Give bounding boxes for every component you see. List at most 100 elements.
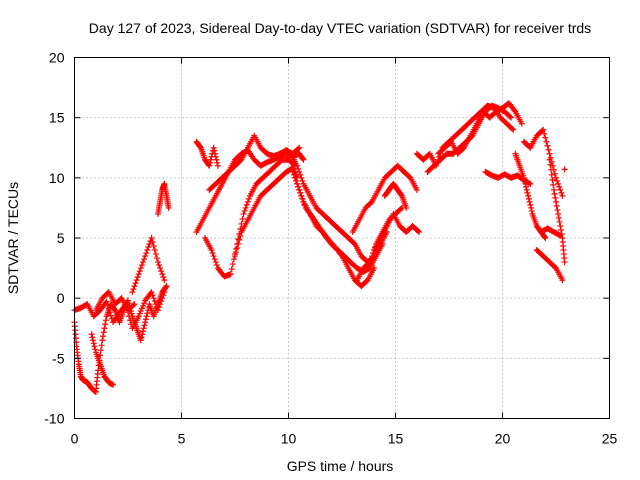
data-point	[548, 166, 555, 173]
data-point	[145, 244, 152, 251]
data-point	[141, 256, 148, 263]
data-point	[540, 126, 547, 133]
data-point	[416, 228, 423, 235]
data-point	[541, 233, 548, 240]
data-point	[235, 241, 242, 248]
data-point	[545, 146, 552, 153]
data-point	[368, 253, 375, 260]
data-point	[228, 266, 235, 273]
data-point	[153, 255, 160, 262]
y-tick-label: -5	[52, 350, 65, 366]
data-point	[296, 186, 303, 193]
series-track-26	[546, 156, 568, 266]
data-point	[210, 253, 217, 260]
data-point	[525, 192, 532, 199]
data-point	[210, 144, 217, 151]
data-point	[139, 328, 146, 335]
data-point	[141, 300, 148, 307]
series-track-14	[287, 150, 390, 266]
data-point	[521, 177, 528, 184]
data-point	[398, 204, 405, 211]
data-point	[102, 317, 109, 324]
data-point	[156, 262, 163, 269]
data-point	[102, 321, 109, 328]
data-point	[414, 227, 421, 234]
data-point	[365, 260, 372, 267]
data-point	[549, 176, 556, 183]
data-point	[236, 237, 243, 244]
series-track-25	[533, 247, 566, 284]
data-point	[140, 325, 147, 332]
data-point	[127, 317, 134, 324]
data-point	[554, 177, 561, 184]
data-point	[111, 306, 118, 313]
chart-title: Day 127 of 2023, Sidereal Day-to-day VTE…	[89, 20, 591, 36]
data-point	[297, 189, 304, 196]
data-point	[398, 191, 405, 198]
y-tick-label: 5	[57, 230, 65, 246]
data-point	[552, 194, 559, 201]
series-track-23	[512, 150, 549, 241]
data-point	[165, 204, 172, 211]
data-point	[100, 333, 107, 340]
data-point	[294, 162, 301, 169]
data-point	[299, 155, 306, 162]
data-point	[214, 159, 221, 166]
data-point	[149, 239, 156, 246]
data-point	[561, 166, 568, 173]
data-point	[135, 313, 142, 320]
data-point	[110, 381, 117, 388]
data-point	[295, 145, 302, 152]
data-point	[137, 265, 144, 272]
x-tick-label: 25	[602, 431, 618, 447]
data-point	[413, 186, 420, 193]
data-point	[525, 195, 532, 202]
data-point	[142, 319, 149, 326]
data-point	[106, 309, 113, 316]
data-point	[206, 162, 213, 169]
data-point	[156, 304, 163, 311]
data-point	[90, 337, 97, 344]
x-tick-label: 5	[178, 431, 186, 447]
data-point	[298, 192, 305, 199]
x-tick-label: 10	[281, 431, 297, 447]
data-point	[159, 295, 166, 302]
data-point	[98, 342, 105, 349]
data-point	[559, 192, 566, 199]
data-point	[556, 231, 563, 238]
data-point	[90, 340, 97, 347]
data-point	[233, 249, 240, 256]
data-point	[554, 206, 561, 213]
data-point	[104, 302, 111, 309]
data-point	[555, 210, 562, 217]
data-point	[139, 331, 146, 338]
data-point	[523, 183, 530, 190]
data-point	[143, 250, 150, 257]
data-point	[92, 346, 99, 353]
data-point	[157, 265, 164, 272]
data-point	[101, 325, 108, 332]
data-point	[150, 243, 157, 250]
data-point	[237, 157, 244, 164]
data-point	[97, 352, 104, 359]
series-track-21	[435, 100, 525, 157]
data-point	[546, 156, 553, 163]
data-point	[518, 120, 525, 127]
data-point	[158, 298, 165, 305]
data-point	[556, 218, 563, 225]
data-point	[539, 127, 546, 134]
data-point	[520, 174, 527, 181]
data-point	[524, 189, 531, 196]
data-point	[142, 253, 149, 260]
data-point	[207, 159, 214, 166]
data-point	[132, 280, 139, 287]
data-point	[99, 337, 106, 344]
data-point	[149, 292, 156, 299]
data-point	[211, 256, 218, 263]
ticks: 0 5 10 15 20 25 -10 -5 0 5 10 15 20	[44, 50, 617, 447]
y-tick-label: 20	[49, 50, 65, 66]
data-point	[154, 307, 161, 314]
data-point	[299, 177, 306, 184]
